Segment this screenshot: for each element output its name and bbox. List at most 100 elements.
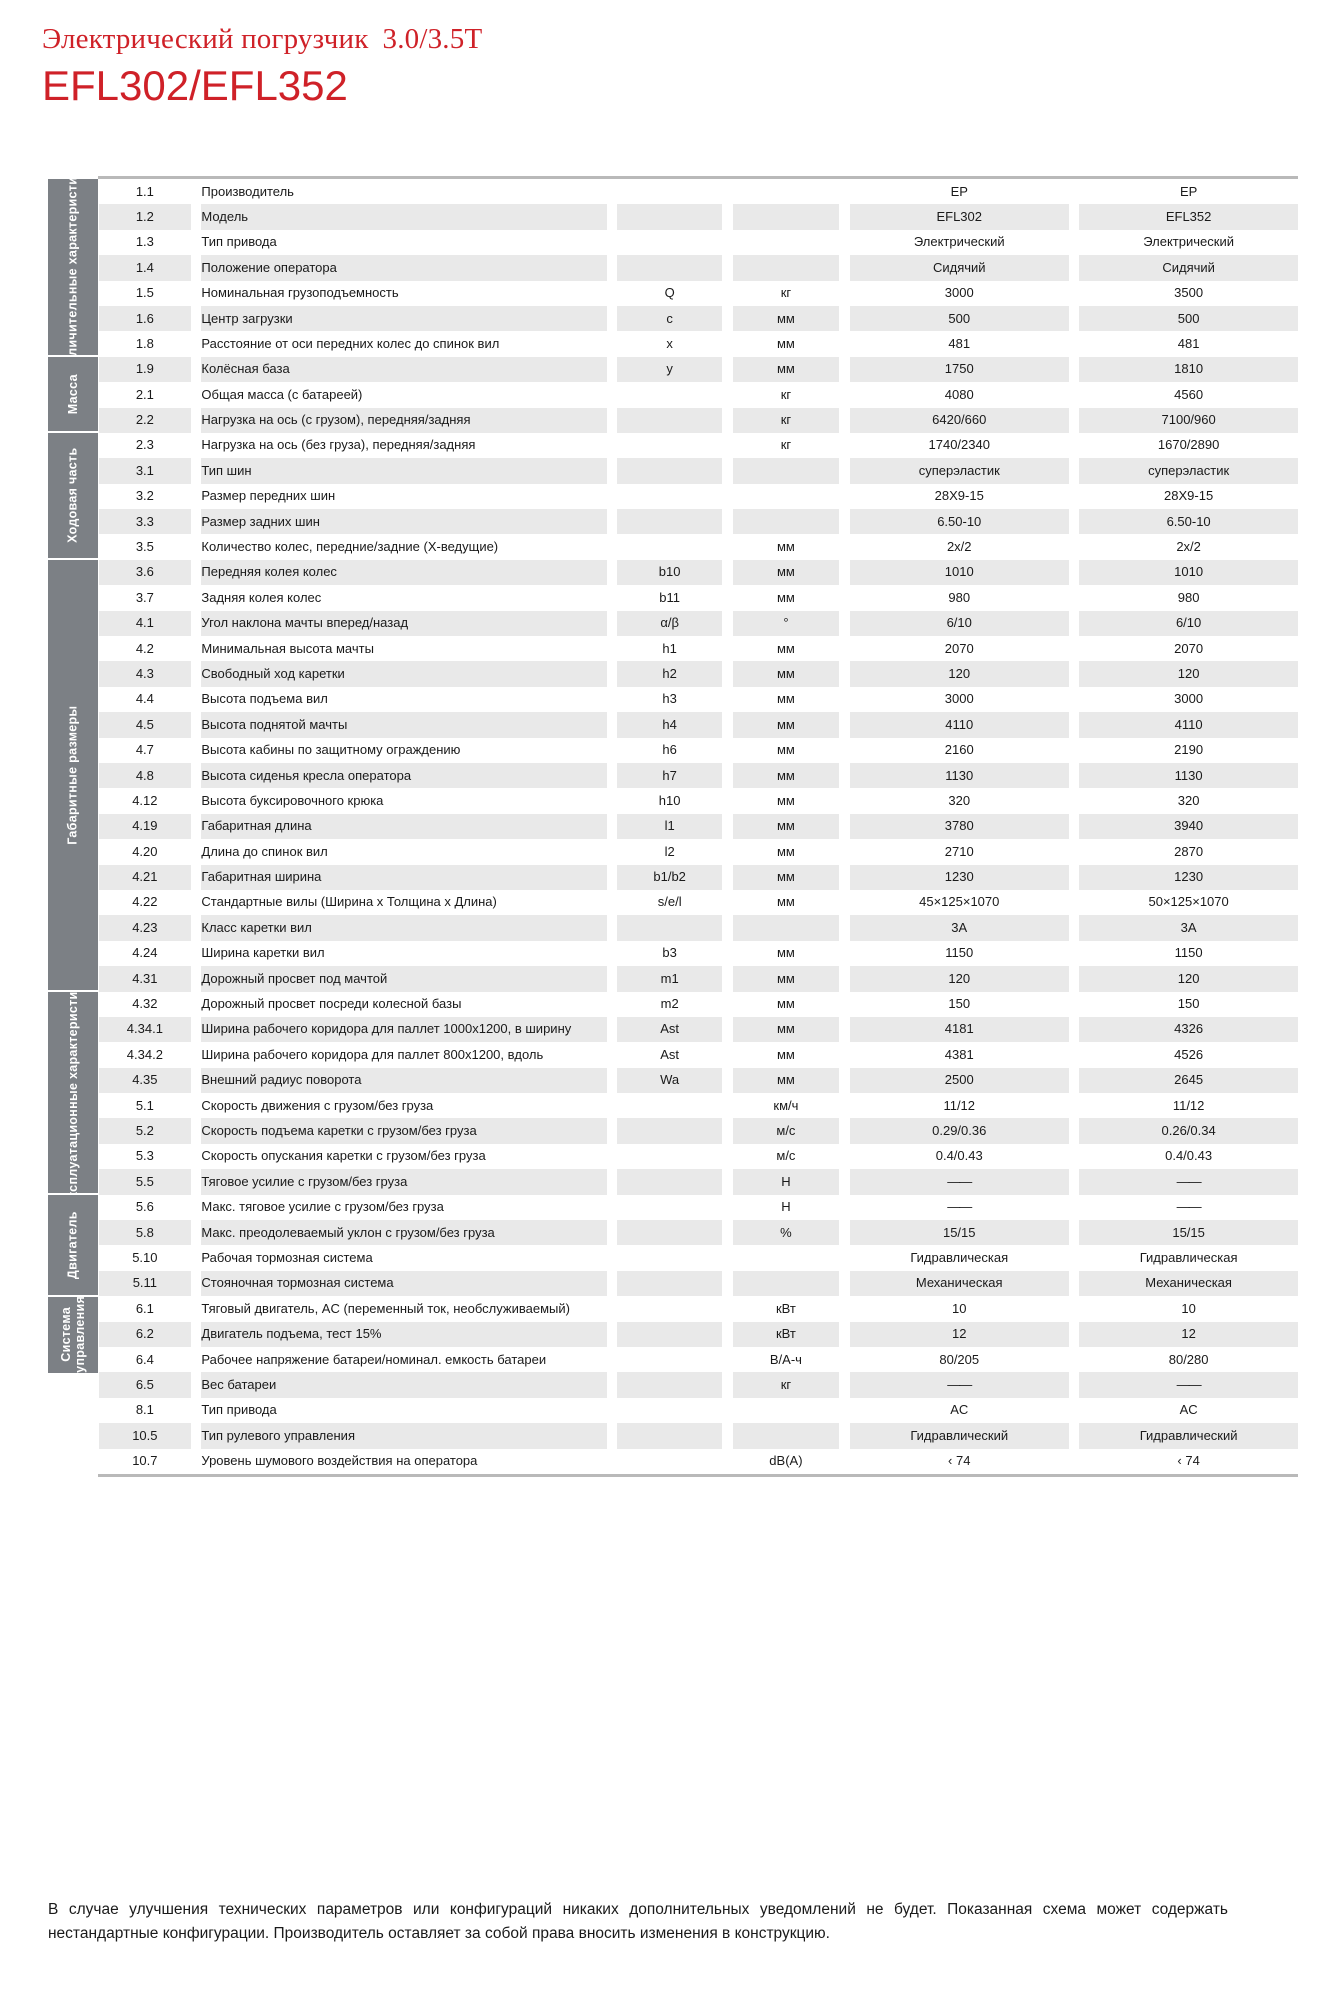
gutter [721, 712, 733, 738]
row-unit: мм [732, 712, 840, 738]
gutter [839, 737, 850, 763]
gutter [606, 331, 618, 357]
gutter [721, 1169, 733, 1195]
row-symbol: b1/b2 [617, 864, 722, 890]
row-value-efl302: 2x/2 [849, 534, 1069, 560]
row-number: 3.2 [99, 483, 191, 510]
gutter [190, 483, 202, 510]
row-symbol [617, 407, 722, 433]
gutter [721, 229, 733, 256]
gutter [839, 280, 850, 306]
gutter [190, 712, 202, 738]
row-description: Модель [201, 204, 607, 230]
row-symbol [617, 255, 722, 281]
gutter [839, 382, 850, 408]
gutter [606, 1346, 618, 1373]
row-value-efl352: 150 [1079, 991, 1298, 1017]
row-description: Номинальная грузоподъемность [201, 280, 607, 306]
gutter [839, 356, 850, 383]
footer-disclaimer: В случае улучшения технических параметро… [48, 1901, 1228, 1943]
gutter [1068, 1423, 1080, 1449]
row-value-efl352: Электрический [1079, 229, 1298, 256]
gutter [190, 940, 202, 967]
gutter [1068, 1093, 1080, 1119]
row-unit: мм [732, 559, 840, 586]
gutter [606, 356, 618, 383]
gutter [1068, 331, 1080, 357]
gutter [190, 1296, 202, 1322]
gutter [606, 1143, 618, 1170]
gutter [190, 864, 202, 890]
gutter [606, 661, 618, 687]
row-unit: мм [732, 1016, 840, 1043]
gutter [606, 179, 618, 205]
page-title: Электрический погрузчик 3.0/3.5Т EFL302/E… [42, 23, 942, 109]
gutter [839, 1194, 850, 1221]
gutter [1068, 1448, 1080, 1474]
title-models: EFL302/EFL352 [42, 61, 348, 109]
row-value-efl352: 4526 [1079, 1042, 1298, 1068]
row-value-efl302: 6.50-10 [849, 509, 1069, 535]
row-value-efl302: 2500 [849, 1067, 1069, 1094]
row-symbol [617, 1397, 722, 1424]
sidebar-category-label: Габаритные размеры [65, 705, 80, 845]
gutter [721, 737, 733, 763]
row-unit: мм [732, 737, 840, 763]
row-description: Задняя колея колес [201, 585, 607, 611]
row-value-efl302: 80/205 [849, 1346, 1069, 1373]
gutter [606, 686, 618, 713]
gutter [606, 991, 618, 1017]
gutter [190, 407, 202, 433]
row-value-efl302: —— [849, 1372, 1069, 1398]
gutter [1068, 1372, 1080, 1398]
row-number: 6.2 [99, 1321, 191, 1347]
row-unit: мм [732, 889, 840, 916]
row-value-efl302: ‹ 74 [849, 1448, 1069, 1474]
table-row: 5.5 Тяговое усилие с грузом/без груза Н —— —… [99, 1169, 1298, 1195]
row-symbol: h4 [617, 712, 722, 738]
gutter [839, 915, 850, 941]
sidebar-category-3: Ходовая часть [48, 432, 98, 560]
row-symbol: m1 [617, 966, 722, 992]
row-unit: % [732, 1220, 840, 1246]
gutter [606, 940, 618, 967]
gutter [606, 1397, 618, 1424]
table-row: 4.2 Минимальная высота мачты h1 мм 2070 2070 [99, 636, 1298, 662]
gutter [721, 280, 733, 306]
gutter [1068, 813, 1080, 840]
row-description: Высота кабины по защитному ограждению [201, 737, 607, 763]
spec-table-area: 1.1 Производитель EP EP 1.2 Модель EFL302 EFL35… [98, 179, 1298, 1474]
row-value-efl352: 0.4/0.43 [1079, 1143, 1298, 1170]
row-number: 2.1 [99, 382, 191, 408]
sidebar-category-6: Двигатель [48, 1194, 98, 1297]
row-symbol: Ast [617, 1042, 722, 1068]
row-symbol [617, 1270, 722, 1297]
row-number: 5.8 [99, 1220, 191, 1246]
gutter [721, 864, 733, 890]
row-description: Положение оператора [201, 255, 607, 281]
row-number: 5.1 [99, 1093, 191, 1119]
gutter [839, 1118, 850, 1144]
gutter [190, 509, 202, 535]
gutter [721, 940, 733, 967]
sidebar-category-label: Ходовая часть [65, 447, 80, 544]
table-row: 6.1 Тяговый двигатель, AC (переменный ток… [99, 1296, 1298, 1322]
title-caption-line: Электрический погрузчик 3.0/3.5Т [42, 23, 942, 56]
row-value-efl302: 3000 [849, 280, 1069, 306]
gutter [190, 280, 202, 306]
row-number: 1.1 [99, 179, 191, 205]
row-number: 4.32 [99, 991, 191, 1017]
row-value-efl302: 120 [849, 966, 1069, 992]
gutter [606, 1016, 618, 1043]
table-row: 3.1 Тип шин суперэластик суперэластик [99, 458, 1298, 484]
row-value-efl352: 11/12 [1079, 1093, 1298, 1119]
row-description: Тип привода [201, 1397, 607, 1424]
gutter [606, 839, 618, 865]
row-description: Тип привода [201, 229, 607, 256]
table-row: 5.10 Рабочая тормозная система Гидравличес… [99, 1245, 1298, 1271]
gutter [839, 864, 850, 890]
gutter [190, 762, 202, 789]
gutter [190, 636, 202, 662]
gutter [839, 204, 850, 230]
row-unit: кг [732, 280, 840, 306]
